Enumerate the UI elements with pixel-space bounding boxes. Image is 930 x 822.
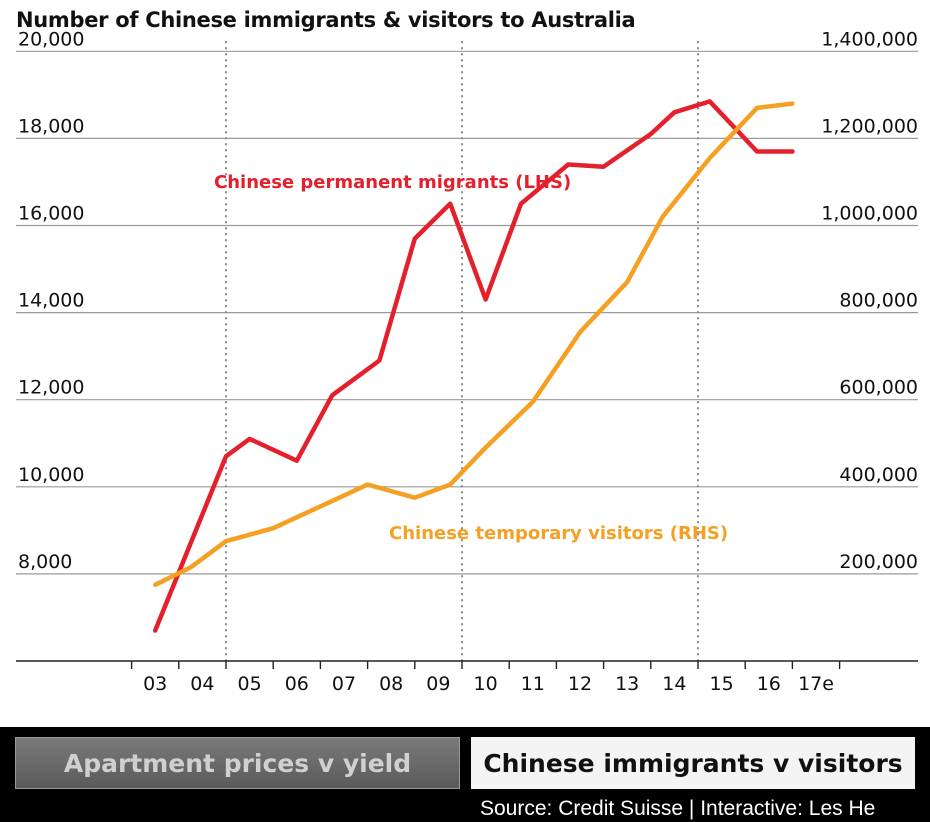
right-tick-4: 1,000,000 [821, 203, 918, 225]
x-tick-label-14: 14 [662, 673, 686, 695]
right-tick-6: 1,400,000 [821, 28, 918, 50]
series-line-1 [152, 101, 795, 588]
x-tick-label-09: 09 [426, 673, 450, 695]
x-tick-label-11: 11 [521, 673, 545, 695]
tab-apartment-prices-v-yield[interactable]: Apartment prices v yield [15, 737, 460, 789]
x-tick-label-06: 06 [285, 673, 309, 695]
left-tick-1: 10,000 [18, 464, 84, 486]
right-tick-1: 400,000 [839, 464, 918, 486]
x-axis: 03 04 05 06 07 08 09 10 11 12 13 14 15 16 17e [16, 660, 918, 695]
left-y-axis-ticks: 8,000 10,000 12,000 14,000 16,000 18,000 20,00… [18, 28, 84, 573]
x-tick-label-15: 15 [710, 673, 734, 695]
series-lines [152, 99, 795, 633]
right-tick-3: 800,000 [839, 290, 918, 312]
right-tick-0: 200,000 [839, 551, 918, 573]
right-tick-2: 600,000 [839, 377, 918, 399]
right-tick-5: 1,200,000 [821, 115, 918, 137]
left-tick-4: 16,000 [18, 203, 84, 225]
series-label-1: Chinese temporary visitors (RHS) [389, 523, 728, 544]
x-tick-label-08: 08 [379, 673, 403, 695]
source-credit: Source: Credit Suisse | Interactive: Les… [480, 797, 876, 820]
right-y-axis-ticks: 200,000 400,000 600,000 800,000 1,000,000 1,2… [821, 28, 918, 573]
tab-bar: Apartment prices v yield Chinese immigra… [0, 727, 930, 822]
dotted-year-guides [225, 41, 699, 661]
left-tick-5: 18,000 [18, 115, 84, 137]
left-tick-2: 12,000 [18, 377, 84, 399]
series-line-0 [152, 99, 795, 633]
x-tick-label-05: 05 [238, 673, 262, 695]
x-tick-label-16: 16 [757, 673, 781, 695]
tab-chinese-immigrants-v-visitors[interactable]: Chinese immigrants v visitors [471, 737, 915, 789]
left-tick-3: 14,000 [18, 290, 84, 312]
gridlines [16, 50, 918, 575]
x-tick-label-07: 07 [332, 673, 356, 695]
left-tick-6: 20,000 [18, 28, 84, 50]
left-tick-0: 8,000 [18, 551, 72, 573]
x-tick-label-13: 13 [615, 673, 639, 695]
x-tick-label-04: 04 [190, 673, 214, 695]
x-tick-label-17e: 17e [798, 673, 834, 695]
line-chart: 03 04 05 06 07 08 09 10 11 12 13 14 15 16 17e 8,000 10,… [16, 28, 918, 695]
x-tick-label-03: 03 [143, 673, 167, 695]
series-labels: Chinese permanent migrants (LHS) Chinese … [214, 172, 728, 544]
x-tick-label-12: 12 [568, 673, 592, 695]
series-label-0: Chinese permanent migrants (LHS) [214, 172, 571, 193]
x-tick-label-10: 10 [474, 673, 498, 695]
chart-title: Number of Chinese immigrants & visitors … [16, 8, 636, 32]
